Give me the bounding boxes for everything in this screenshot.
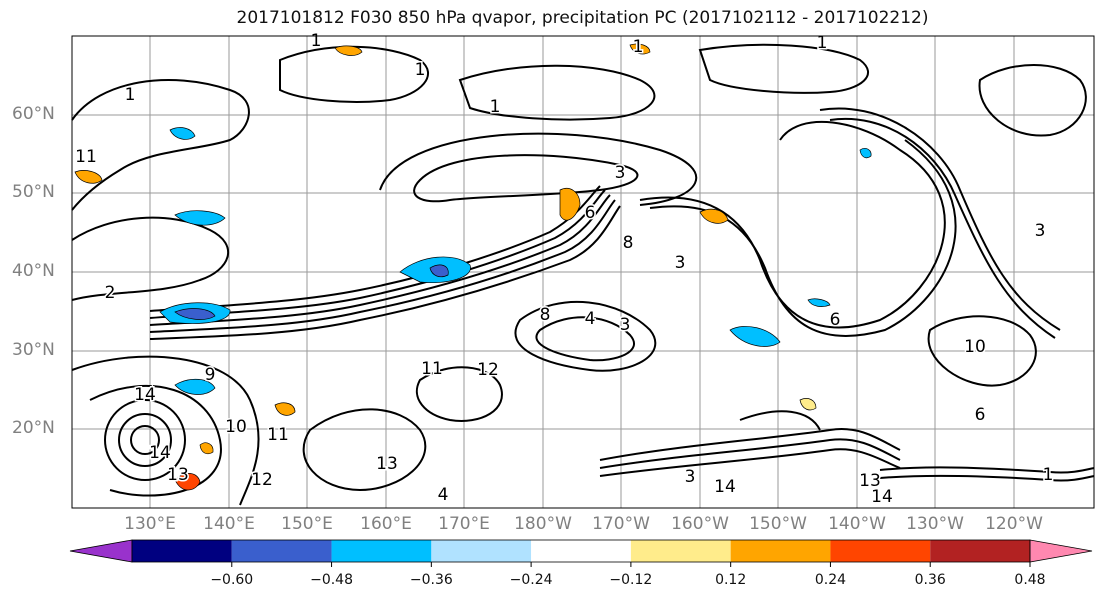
contour-label: 13 — [167, 465, 189, 485]
contour-label: 3 — [685, 467, 696, 487]
colorbar-label: −0.12 — [609, 572, 653, 588]
contour-label: 13 — [859, 471, 881, 491]
contour-label: 6 — [830, 310, 841, 330]
colorbar-segment — [531, 540, 631, 562]
map-title: 2017101812 F030 850 hPa qvapor, precipit… — [236, 8, 929, 28]
contour-label: 6 — [975, 405, 986, 425]
contour-label: 9 — [205, 365, 216, 385]
contour-label: 11 — [75, 147, 97, 167]
colorbar-segment — [630, 540, 731, 562]
contour-label: 8 — [540, 305, 551, 325]
contour-label: 1 — [311, 31, 322, 51]
contour-label: 4 — [585, 309, 596, 329]
colorbar-extend-high — [1029, 539, 1093, 563]
colorbar-label: −0.24 — [509, 572, 553, 588]
colorbar-segment — [930, 540, 1030, 562]
contour-label: 1 — [490, 97, 501, 117]
colorbar-label: −0.60 — [210, 572, 254, 588]
precipitation-shading — [74, 43, 872, 491]
lon-label: 160°E — [360, 514, 412, 534]
contour-label: 1 — [415, 60, 426, 80]
contour-label: 14 — [134, 385, 156, 405]
colorbar-label: 0.12 — [715, 572, 747, 588]
lon-label: 130°E — [124, 514, 176, 534]
contour-label: 14 — [149, 443, 171, 463]
colorbar-extend-low — [69, 539, 133, 563]
contour-label: 1 — [817, 33, 828, 53]
lon-label: 140°E — [203, 514, 255, 534]
lon-label: 150°W — [749, 514, 807, 534]
lat-label: 20°N — [12, 418, 55, 438]
contour-label: 1 — [1043, 465, 1054, 485]
colorbar — [69, 539, 1093, 567]
colorbar-segment — [231, 540, 332, 562]
contour-label: 3 — [1035, 221, 1046, 241]
lon-label: 130°W — [906, 514, 964, 534]
colorbar-segment — [730, 540, 831, 562]
colorbar-segment — [331, 540, 432, 562]
colorbar-label: 0.48 — [1014, 572, 1046, 588]
colorbar-label: 0.24 — [814, 572, 847, 588]
contour-label: 10 — [225, 417, 247, 437]
lon-label: 170°E — [438, 514, 490, 534]
colorbar-segment — [431, 540, 532, 562]
contour-label: 6 — [585, 203, 596, 223]
contour-label: 14 — [714, 477, 736, 497]
colorbar-segment — [830, 540, 931, 562]
colorbar-segment — [132, 540, 232, 562]
colorbar-label: −0.36 — [409, 572, 453, 588]
lat-label: 50°N — [12, 182, 55, 202]
contour-label: 11 — [267, 425, 289, 445]
contour-label: 12 — [477, 360, 499, 380]
contour-label: 14 — [871, 487, 893, 507]
contour-label: 11 — [421, 359, 443, 379]
contours — [71, 43, 1095, 506]
lat-label: 30°N — [12, 340, 55, 360]
gridlines — [72, 36, 1094, 508]
contour-label: 3 — [675, 253, 686, 273]
lat-label: 40°N — [12, 261, 55, 281]
contour-label: 13 — [376, 454, 398, 474]
lon-label: 170°W — [592, 514, 650, 534]
contour-label: 10 — [964, 337, 986, 357]
contour-label: 3 — [615, 163, 626, 183]
lon-label: 140°W — [828, 514, 886, 534]
lon-label: 160°W — [671, 514, 729, 534]
contour-label: 3 — [620, 315, 631, 335]
lon-label: 120°W — [985, 514, 1043, 534]
colorbar-frame — [131, 539, 1031, 563]
contour-label: 2 — [105, 283, 116, 303]
colorbar-label: 0.36 — [914, 572, 946, 588]
contour-label: 1 — [125, 85, 136, 105]
lat-label: 60°N — [12, 104, 55, 124]
colorbar-label: −0.48 — [310, 572, 353, 588]
lon-label: 150°E — [281, 514, 333, 534]
contour-label: 1 — [633, 37, 644, 57]
contour-label: 8 — [623, 233, 634, 253]
contour-label: 4 — [438, 485, 449, 505]
lon-label: 180°W — [514, 514, 572, 534]
contour-label: 12 — [251, 470, 273, 490]
